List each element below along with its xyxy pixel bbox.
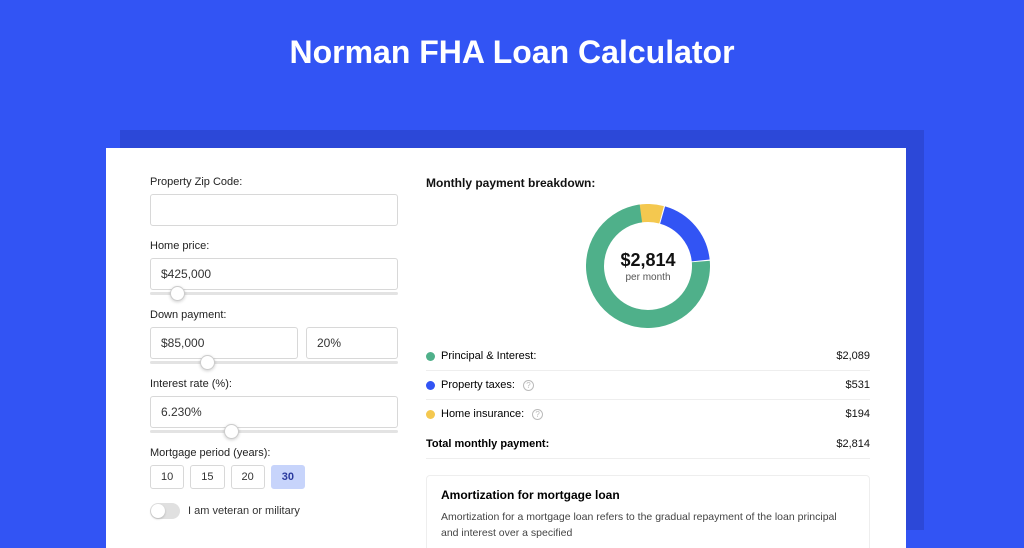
breakdown-item-label: Property taxes: [441, 379, 515, 391]
home-price-slider-thumb[interactable] [170, 286, 185, 301]
donut-chart: $2,814 per month [586, 204, 710, 328]
veteran-toggle[interactable] [150, 503, 180, 519]
period-option-20[interactable]: 20 [231, 465, 265, 489]
zip-field: Property Zip Code: [150, 176, 398, 226]
breakdown-item-value: $531 [846, 379, 870, 391]
interest-slider[interactable] [150, 430, 398, 433]
interest-slider-thumb[interactable] [224, 424, 239, 439]
breakdown-panel: Monthly payment breakdown: $2,814 per mo… [426, 176, 870, 548]
interest-input[interactable] [150, 396, 398, 428]
home-price-slider[interactable] [150, 292, 398, 295]
veteran-label: I am veteran or military [188, 505, 300, 517]
down-payment-slider-thumb[interactable] [200, 355, 215, 370]
veteran-row: I am veteran or military [150, 503, 398, 519]
interest-field: Interest rate (%): [150, 378, 398, 433]
breakdown-item-value: $194 [846, 408, 870, 420]
legend-dot [426, 410, 435, 419]
zip-input[interactable] [150, 194, 398, 226]
info-icon[interactable]: ? [532, 409, 543, 420]
breakdown-item-value: $2,089 [836, 350, 870, 362]
period-option-10[interactable]: 10 [150, 465, 184, 489]
zip-label: Property Zip Code: [150, 176, 398, 188]
down-payment-amount-input[interactable] [150, 327, 298, 359]
breakdown-row: Home insurance:? $194 [426, 400, 870, 428]
donut-slice [639, 213, 662, 215]
page-title: Norman FHA Loan Calculator [0, 0, 1024, 95]
donut-center-label: per month [625, 272, 670, 283]
amortization-title: Amortization for mortgage loan [441, 488, 855, 502]
period-field: Mortgage period (years): 1015 2030 [150, 447, 398, 489]
donut-container: $2,814 per month [426, 200, 870, 342]
period-options: 1015 2030 [150, 465, 398, 489]
info-icon[interactable]: ? [523, 380, 534, 391]
home-price-input[interactable] [150, 258, 398, 290]
down-payment-label: Down payment: [150, 309, 398, 321]
down-payment-slider[interactable] [150, 361, 398, 364]
interest-label: Interest rate (%): [150, 378, 398, 390]
legend-dot [426, 352, 435, 361]
down-payment-percent-input[interactable] [306, 327, 398, 359]
breakdown-row: Property taxes:? $531 [426, 371, 870, 400]
period-option-15[interactable]: 15 [190, 465, 224, 489]
period-label: Mortgage period (years): [150, 447, 398, 459]
legend-dot [426, 381, 435, 390]
total-row: Total monthly payment: $2,814 [426, 428, 870, 459]
breakdown-item-label: Home insurance: [441, 408, 524, 420]
breakdown-title: Monthly payment breakdown: [426, 176, 870, 190]
breakdown-item-label: Principal & Interest: [441, 350, 536, 362]
total-value: $2,814 [836, 438, 870, 450]
home-price-field: Home price: [150, 240, 398, 295]
period-option-30[interactable]: 30 [271, 465, 305, 489]
breakdown-row: Principal & Interest: $2,089 [426, 342, 870, 371]
breakdown-list: Principal & Interest: $2,089 Property taxe… [426, 342, 870, 428]
donut-center-value: $2,814 [620, 250, 675, 270]
home-price-label: Home price: [150, 240, 398, 252]
amortization-text: Amortization for a mortgage loan refers … [441, 510, 855, 542]
veteran-toggle-knob [151, 504, 165, 518]
total-label: Total monthly payment: [426, 438, 549, 450]
form-panel: Property Zip Code: Home price: Down paym… [150, 176, 398, 548]
down-payment-field: Down payment: [150, 309, 398, 364]
calculator-card: Property Zip Code: Home price: Down paym… [106, 148, 906, 548]
